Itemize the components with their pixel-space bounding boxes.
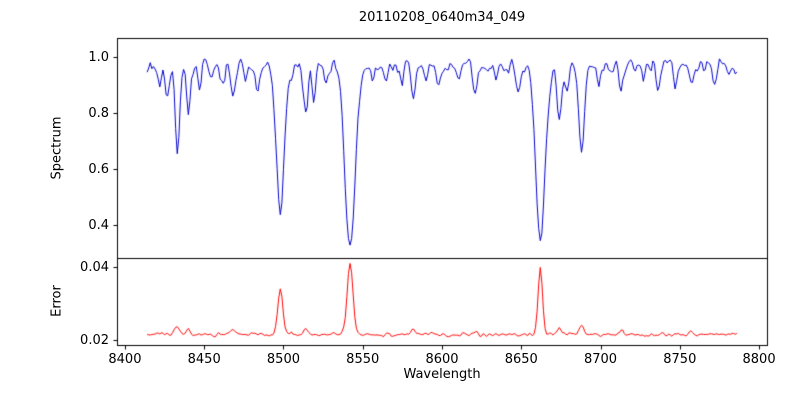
y-tick-label-spectrum: 1.0 [88,50,109,66]
x-tick-label: 8600 [425,352,459,367]
x-tick-label: 8500 [266,352,300,367]
plot-title: 20110208_0640m34_049 [358,10,526,25]
y-tick-label-spectrum: 0.8 [88,106,109,122]
x-tick-label: 8550 [346,352,380,367]
y-tick-label-spectrum: 0.4 [88,217,109,233]
y-tick-label-error: 0.04 [80,260,109,276]
x-tick-label: 8650 [504,352,538,367]
x-tick-label: 8800 [742,352,776,367]
y-tick-label-error: 0.02 [80,332,109,348]
x-axis-label: Wavelength [403,367,481,382]
x-tick-label: 8450 [187,352,221,367]
x-tick-label: 8750 [663,352,697,367]
y-axis-label-error: Error [49,285,65,317]
x-tick-label: 8400 [108,352,142,367]
y-axis-label-spectrum: Spectrum [49,116,65,180]
y-tick-label-spectrum: 0.6 [88,161,109,177]
x-tick-label: 8700 [583,352,618,367]
